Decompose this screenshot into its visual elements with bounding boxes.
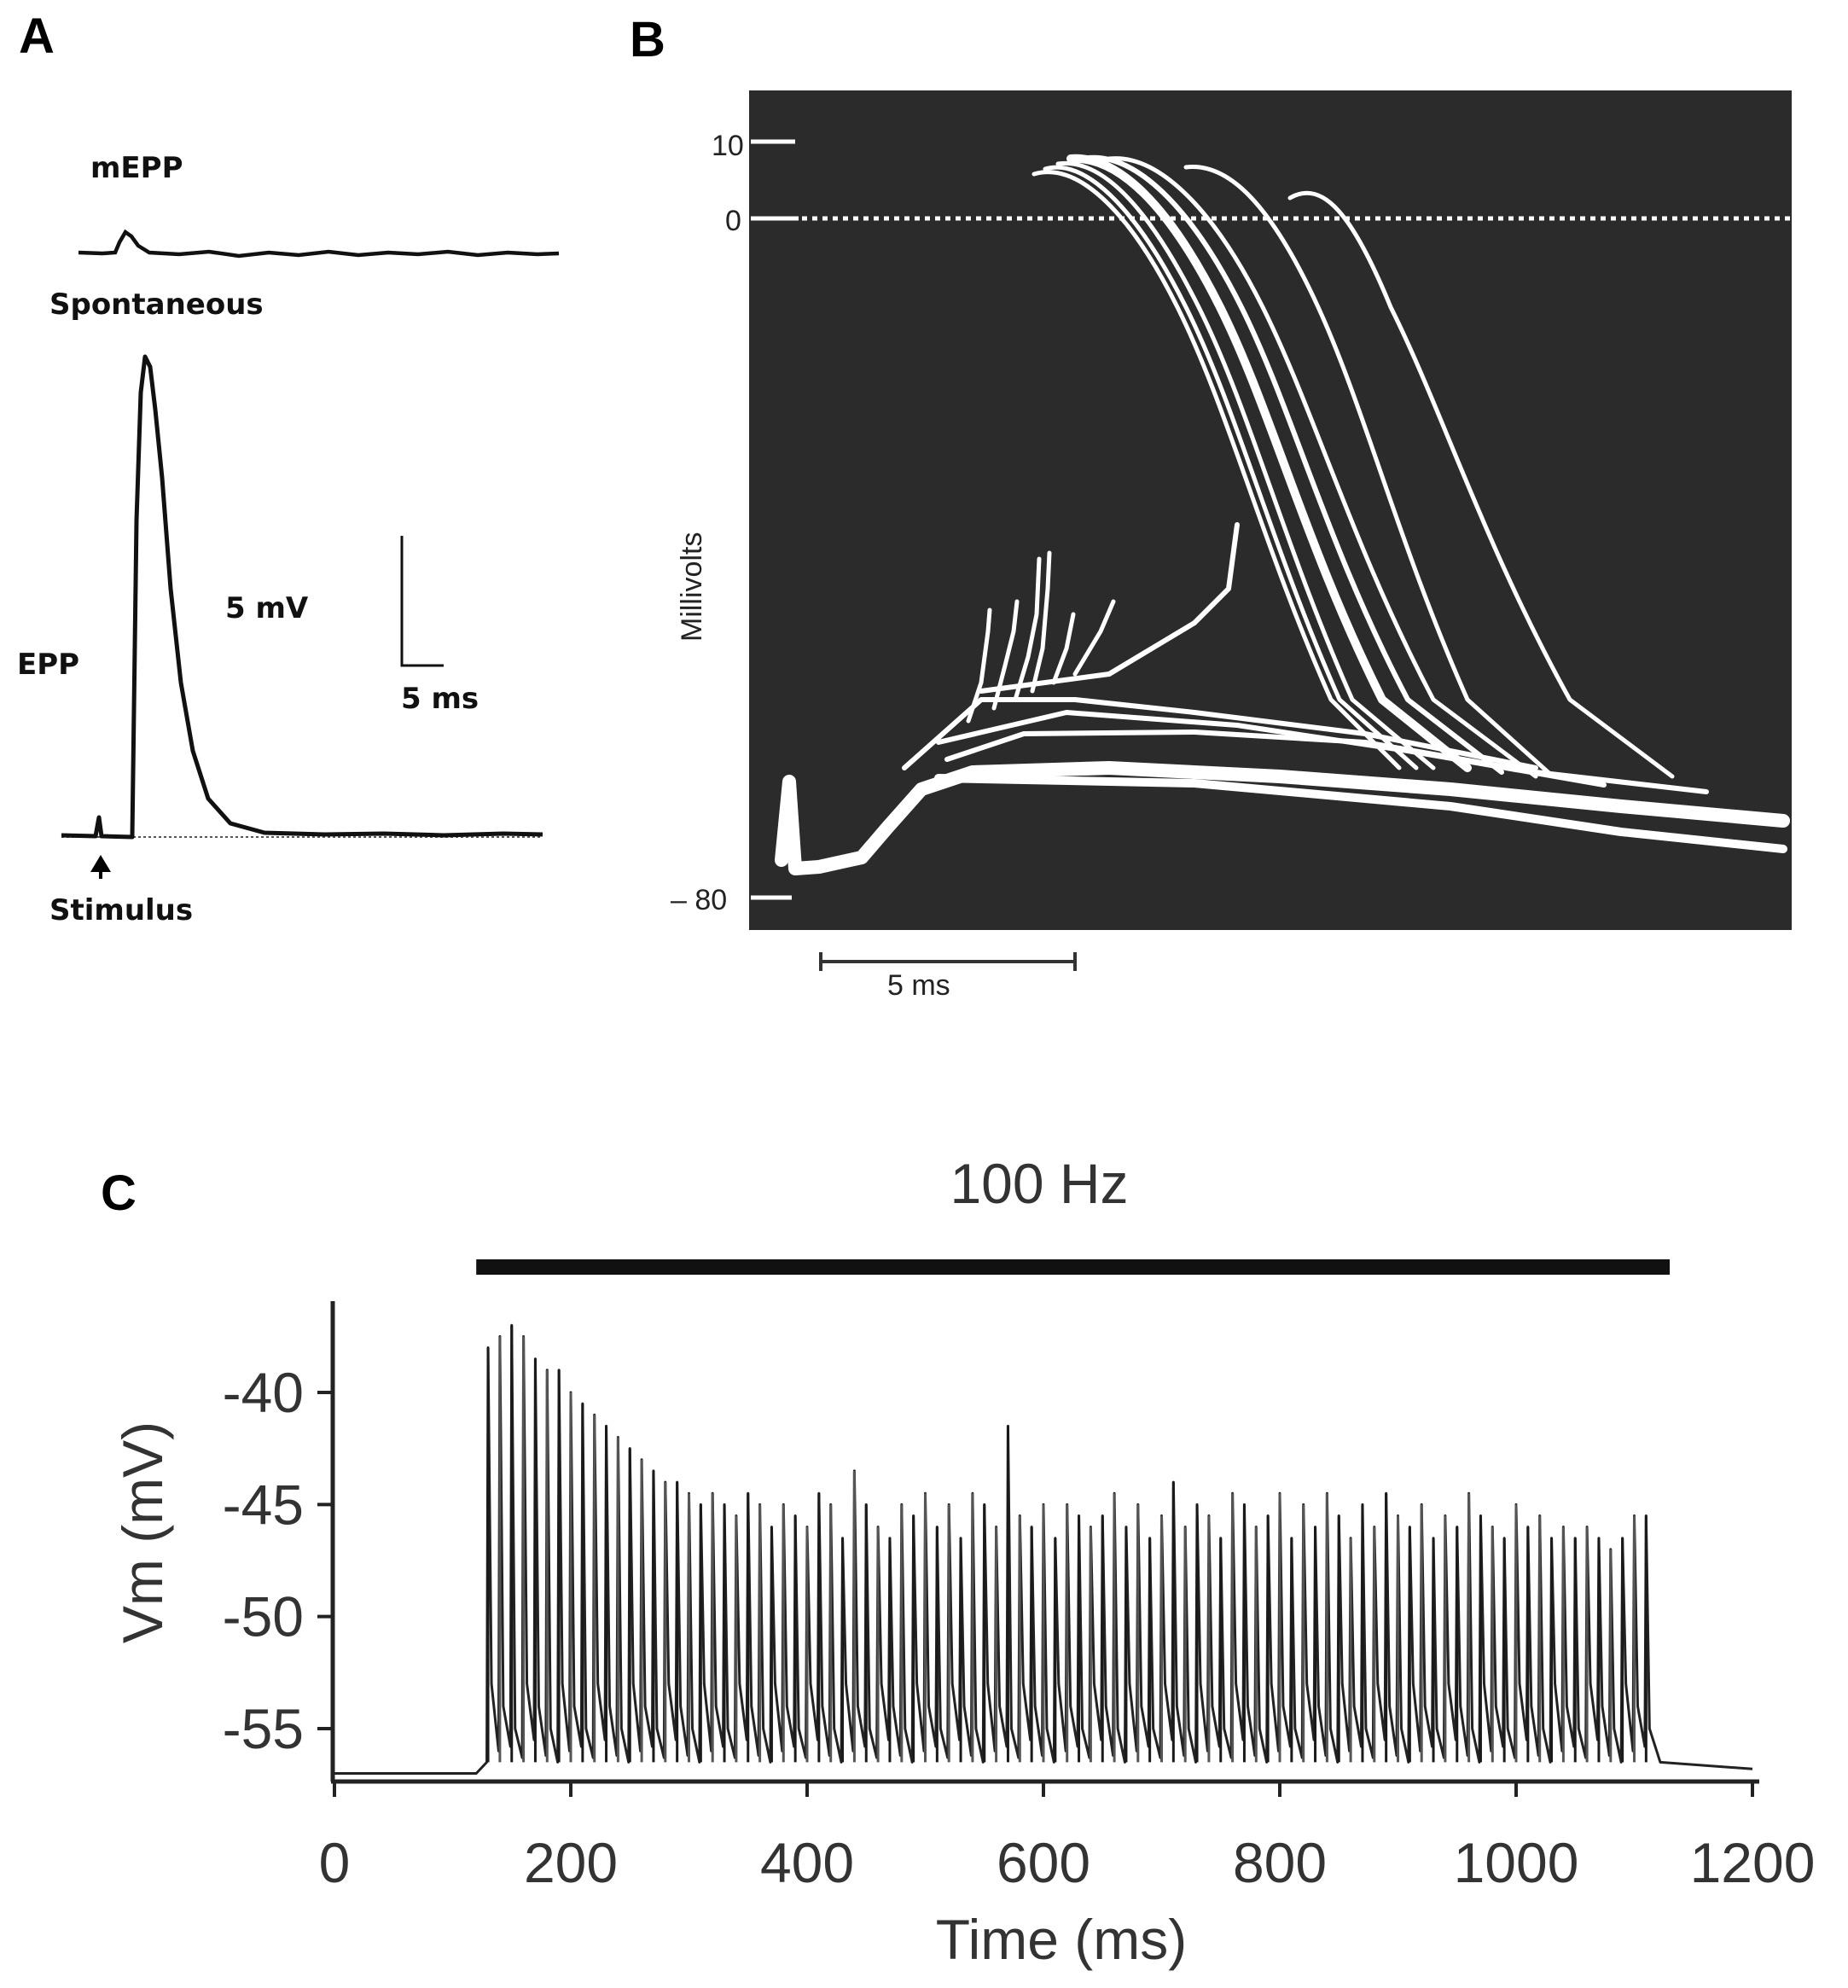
b-ap-5 — [1085, 154, 1504, 775]
b-trace-2 — [936, 710, 1607, 788]
y-ticks: -40 -45 -50 -55 — [223, 1361, 333, 1760]
b-spike-2 — [991, 599, 1020, 711]
epp-trace — [61, 354, 543, 840]
b-spike-3 — [1013, 556, 1042, 702]
panel-b-ylabel: Millivolts — [676, 532, 708, 642]
b-ap-8 — [1287, 190, 1675, 779]
scale-bar-a — [400, 536, 444, 667]
spike-marks — [486, 1325, 1648, 1763]
panel-c-label: C — [101, 1165, 137, 1221]
b-spike-4 — [1030, 550, 1052, 694]
scale-time-label-b: 5 ms — [887, 969, 950, 1002]
mepp-label: mEPP — [90, 151, 183, 185]
ytick-label: -40 — [223, 1361, 304, 1424]
b-ap-1 — [1032, 170, 1402, 770]
xtick-label: 1000 — [1454, 1831, 1579, 1894]
b-baseline-lower — [934, 774, 1787, 853]
b-ap-7 — [1183, 165, 1555, 779]
panel-a: A mEPP Spontaneous EPP Stimulus 5 mV 5 m… — [17, 9, 560, 927]
xtick-label: 1200 — [1690, 1831, 1816, 1894]
b-ap-2 — [1043, 165, 1419, 770]
ytick-label-10: 10 — [712, 130, 744, 162]
mepp-trace — [78, 229, 560, 259]
panel-b: B 10 0 – 80 Millivolts — [630, 12, 1792, 1002]
xtick-label: 600 — [997, 1831, 1090, 1894]
xtick-label: 200 — [524, 1831, 618, 1894]
b-ap-3 — [1055, 160, 1436, 770]
scale-bar-b — [819, 952, 1077, 971]
b-ap-4 — [1066, 154, 1472, 772]
b-trace-1 — [944, 730, 1709, 794]
b-ap-6 — [1107, 156, 1538, 779]
b-spike-5 — [1051, 612, 1076, 685]
scale-time-label-a: 5 ms — [401, 682, 479, 716]
xlabel: Time (ms) — [936, 1908, 1188, 1971]
ytick-label: -45 — [223, 1473, 304, 1536]
panel-b-traces — [775, 154, 1790, 875]
panel-a-label: A — [19, 9, 55, 64]
xtick-label: 400 — [760, 1831, 854, 1894]
ytick-label-minus80: – 80 — [671, 884, 727, 916]
b-spike-1 — [966, 607, 992, 724]
stim-label: 100 Hz — [950, 1152, 1128, 1215]
ytick-label: -55 — [223, 1697, 304, 1760]
b-trace-4 — [979, 522, 1240, 694]
xtick-label: 0 — [319, 1831, 351, 1894]
panel-c: C 100 Hz -40 -45 -50 -55 0 200 400 600 800 1000 1… — [101, 1152, 1815, 1971]
b-trace-3 — [902, 697, 1538, 770]
ytick-label: -50 — [223, 1585, 304, 1648]
epp-label: EPP — [17, 648, 79, 682]
ytick-label-0: 0 — [725, 205, 741, 237]
b-spike-6 — [1072, 599, 1116, 677]
ylabel: Vm (mV) — [111, 1421, 174, 1643]
x-ticks: 0 200 400 600 800 1000 1200 — [319, 1782, 1816, 1894]
b-baseline-bundle — [775, 761, 1790, 875]
spontaneous-label: Spontaneous — [49, 288, 264, 322]
stimulus-bar — [476, 1259, 1671, 1275]
stimulus-arrow — [90, 855, 111, 872]
panel-b-label: B — [630, 12, 665, 67]
stimulus-label: Stimulus — [49, 893, 193, 927]
scale-voltage-label: 5 mV — [225, 591, 309, 625]
xtick-label: 800 — [1233, 1831, 1327, 1894]
